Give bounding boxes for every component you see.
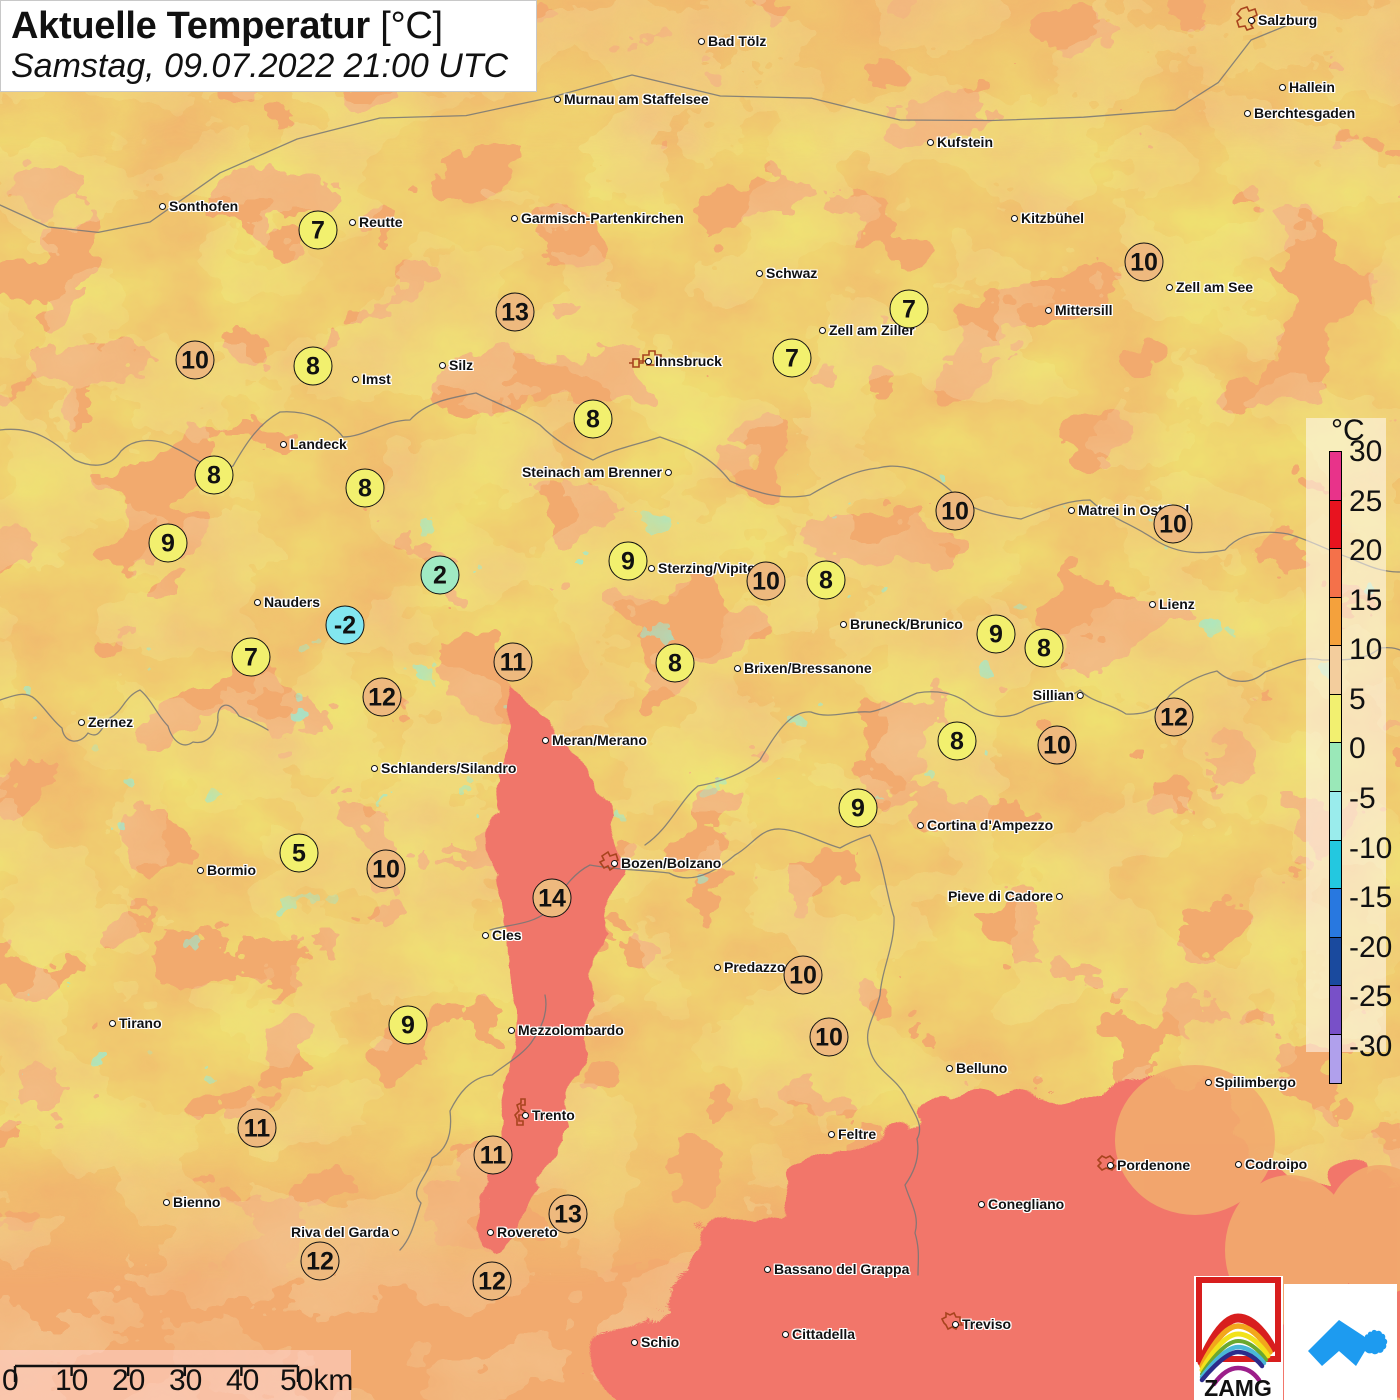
svg-text:ZAMG: ZAMG [1204, 1375, 1272, 1400]
